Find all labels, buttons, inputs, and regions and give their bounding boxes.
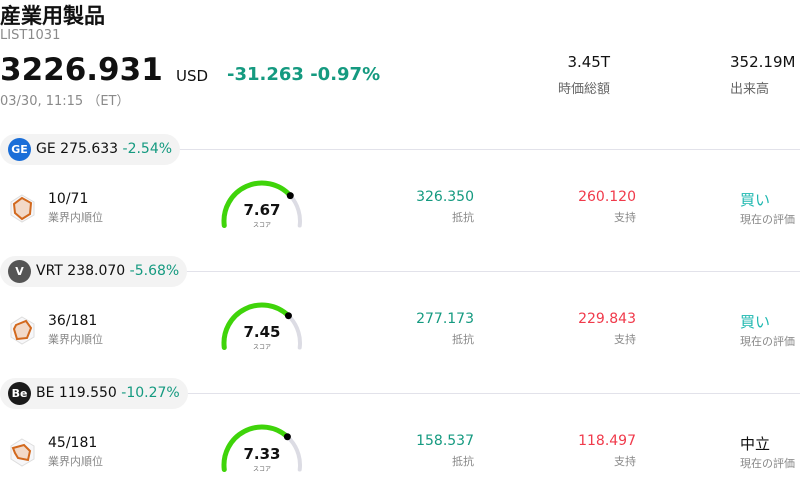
support-value: 260.120 [578, 189, 636, 205]
stock-change: -10.27% [121, 385, 180, 401]
current-rating: 中立 [740, 435, 771, 453]
resistance-label: 抵抗 [452, 211, 474, 224]
current-rating: 買い [740, 191, 771, 209]
index-price: 3226.931 [0, 52, 163, 88]
divider [170, 271, 800, 272]
stock-price: 238.070 [67, 263, 126, 279]
current-rating-label: 現在の評価 [740, 335, 795, 348]
score-value: 7.33 [243, 445, 281, 463]
resistance-value: 158.537 [416, 433, 474, 449]
volume-label: 出来高 [730, 82, 770, 97]
resistance-value: 277.173 [416, 311, 474, 327]
resistance-label: 抵抗 [452, 455, 474, 468]
gauge-marker [283, 433, 291, 441]
score-label: スコア [252, 466, 271, 473]
stock-chip[interactable]: Be BE 119.550 -10.27% [0, 378, 188, 409]
score-gauge [221, 180, 302, 229]
divider [170, 149, 800, 150]
volume-value: 352.19M [730, 53, 796, 71]
industry-rank-label: 業界内順位 [48, 333, 103, 346]
radar-chart-icon [10, 316, 35, 345]
support-value: 229.843 [578, 311, 636, 327]
radar-chart-icon [10, 438, 35, 467]
company-logo-icon: V [8, 260, 31, 283]
currency: USD [176, 67, 209, 85]
gauge-marker [286, 192, 294, 200]
score-label: スコア [252, 222, 271, 229]
stock-change: -5.68% [129, 263, 180, 279]
radar-chart-icon [10, 194, 35, 223]
price-change: -31.263 -0.97% [227, 64, 381, 85]
divider [170, 393, 800, 394]
stock-row: GE GE 275.633 -2.54% 10/71 業界内順位 7.67 スコ… [0, 134, 800, 256]
stock-row: V VRT 238.070 -5.68% 36/181 業界内順位 7.45 ス… [0, 256, 800, 378]
score-label: スコア [252, 344, 271, 351]
support-label: 支持 [614, 455, 636, 468]
industry-rank-label: 業界内順位 [48, 211, 103, 224]
page-title: 産業用製品 [0, 4, 105, 28]
industry-rank: 36/181 [48, 313, 98, 329]
company-logo-icon: Be [8, 382, 31, 405]
stock-change: -2.54% [122, 141, 173, 157]
market-cap-value: 3.45T [567, 53, 610, 71]
current-rating-label: 現在の評価 [740, 213, 795, 226]
stock-price: 275.633 [60, 141, 119, 157]
score-gauge [221, 302, 302, 351]
current-rating-label: 現在の評価 [740, 457, 795, 470]
industry-rank-label: 業界内順位 [48, 455, 103, 468]
score-gauge [221, 424, 302, 473]
industry-rank: 45/181 [48, 435, 98, 451]
stock-price: 119.550 [58, 385, 117, 401]
industry-rank: 10/71 [48, 191, 89, 207]
resistance-value: 326.350 [416, 189, 474, 205]
score-value: 7.45 [243, 323, 281, 341]
ticker: GE [36, 141, 56, 157]
stock-chip[interactable]: V VRT 238.070 -5.68% [0, 256, 188, 287]
ticker: BE [36, 385, 55, 401]
market-cap-label: 時価総額 [557, 82, 610, 97]
gauge-marker [284, 312, 292, 320]
score-value: 7.67 [243, 201, 281, 219]
resistance-label: 抵抗 [452, 333, 474, 346]
support-label: 支持 [614, 333, 636, 346]
list-code: LIST1031 [0, 28, 61, 43]
stock-row: Be BE 119.550 -10.27% 45/181 業界内順位 7.33 … [0, 378, 800, 500]
company-logo-icon: GE [8, 138, 31, 161]
timestamp: 03/30, 11:15 （ET） [0, 94, 130, 109]
stock-chip[interactable]: GE GE 275.633 -2.54% [0, 134, 181, 165]
current-rating: 買い [740, 313, 771, 331]
support-label: 支持 [614, 211, 636, 224]
ticker: VRT [36, 263, 63, 279]
support-value: 118.497 [578, 433, 636, 449]
